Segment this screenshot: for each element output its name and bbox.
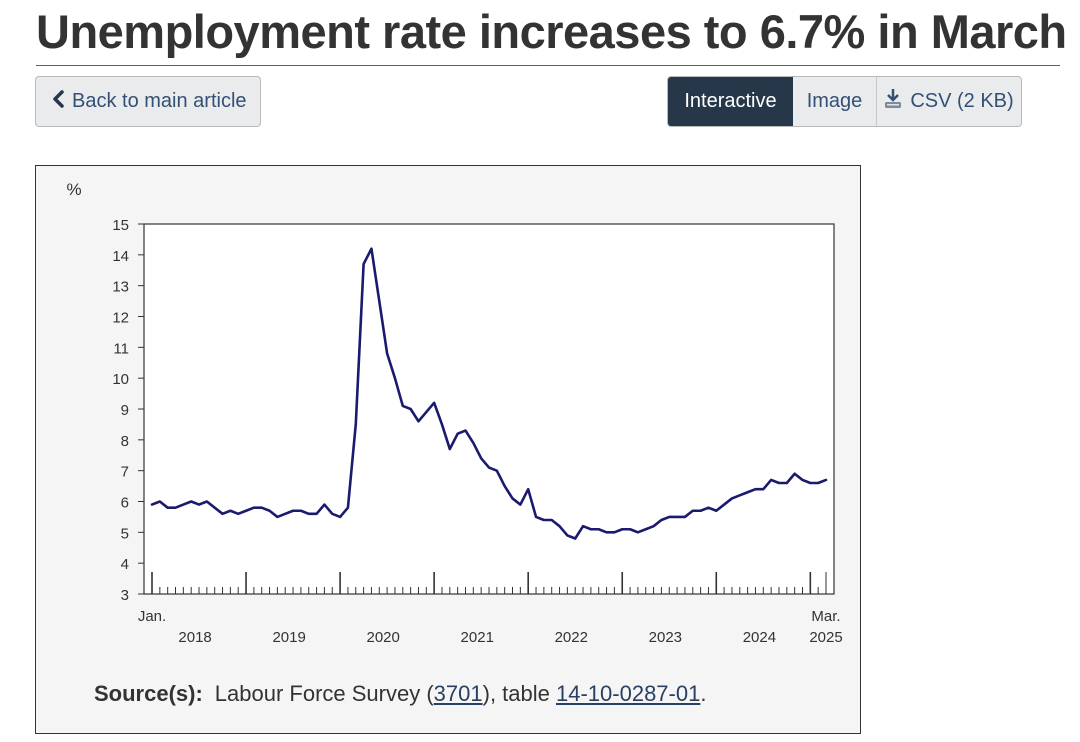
- title-divider: [36, 65, 1060, 66]
- y-tick-label: 8: [121, 433, 129, 450]
- chevron-left-icon: [52, 89, 64, 114]
- x-year-label: 2024: [743, 629, 776, 646]
- plot-area: [143, 223, 835, 595]
- tab-image-label: Image: [806, 90, 863, 112]
- x-year-label: 2022: [555, 629, 588, 646]
- y-tick-label: 9: [121, 402, 129, 419]
- source-text-middle: ), table: [482, 681, 556, 706]
- source-label: Source(s):: [94, 681, 203, 706]
- tab-interactive[interactable]: Interactive: [668, 77, 793, 126]
- source-note: Source(s): Labour Force Survey (3701), ta…: [94, 681, 706, 707]
- x-last-month-label: Mar.: [811, 608, 840, 625]
- y-tick-label: 10: [112, 371, 129, 388]
- survey-link[interactable]: 3701: [433, 681, 483, 706]
- view-switcher: Interactive Image CSV (2 KB): [667, 76, 1022, 127]
- y-tick-label: 12: [112, 310, 129, 327]
- y-axis-unit-label: %: [66, 180, 81, 199]
- x-year-label: 2025: [809, 629, 842, 646]
- back-button-label: Back to main article: [72, 90, 247, 112]
- x-year-label: 2018: [178, 629, 211, 646]
- x-first-month-label: Jan.: [138, 608, 166, 625]
- page-title: Unemployment rate increases to 6.7% in M…: [36, 5, 1067, 58]
- source-text-before: Labour Force Survey (: [214, 681, 434, 706]
- y-tick-label: 13: [112, 279, 129, 296]
- unemployment-line-chart: % 3 4 5 6 7 8 9 10 11 12 13 14 15 Jan. Mar. 2018 2019 2020…: [66, 180, 842, 646]
- y-tick-label: 7: [121, 464, 129, 481]
- y-tick-label: 14: [112, 248, 129, 265]
- x-year-label: 2021: [461, 629, 494, 646]
- y-tick-label: 5: [121, 525, 129, 542]
- y-tick-label: 4: [121, 556, 129, 573]
- x-year-label: 2023: [649, 629, 682, 646]
- back-to-article-button[interactable]: Back to main article: [35, 76, 261, 127]
- y-tick-label: 11: [113, 340, 129, 357]
- tab-image[interactable]: Image: [793, 77, 877, 126]
- tab-csv-label: CSV (2 KB): [910, 90, 1014, 112]
- x-year-label: 2020: [367, 629, 400, 646]
- tab-interactive-label: Interactive: [684, 90, 777, 112]
- source-text-after: .: [700, 681, 707, 706]
- table-link[interactable]: 14-10-0287-01: [556, 681, 701, 706]
- x-year-label: 2019: [272, 629, 305, 646]
- series-line-0: [150, 247, 828, 540]
- y-tick-label: 3: [121, 587, 129, 604]
- y-tick-label: 15: [112, 217, 129, 234]
- download-icon: [884, 88, 902, 116]
- chart-panel: % 3 4 5 6 7 8 9 10 11 12 13 14 15 Jan. Mar. 2018 2019 2020…: [35, 165, 861, 734]
- tab-csv[interactable]: CSV (2 KB): [877, 77, 1021, 126]
- y-tick-label: 6: [121, 495, 129, 512]
